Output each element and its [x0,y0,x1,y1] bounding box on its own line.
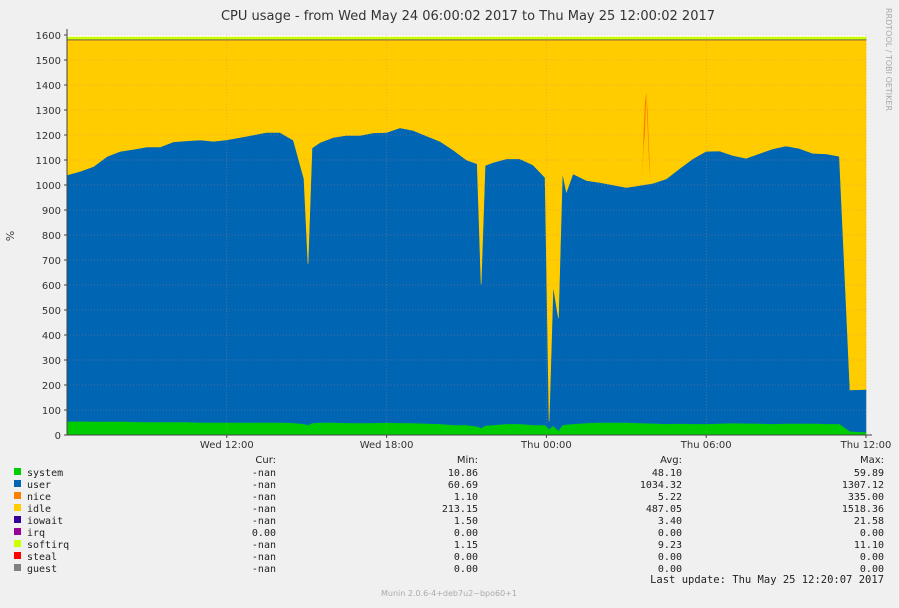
last-update-text: Last update: Thu May 25 12:20:07 2017 [650,574,884,586]
legend-max-nice: 335.00 [848,492,884,503]
legend-name-guest: guest [27,564,57,575]
legend-max-iowait: 21.58 [854,516,884,527]
legend-name-iowait: iowait [27,516,63,527]
legend-swatch-guest [14,564,21,571]
legend-max-softirq: 11.10 [854,540,884,551]
y-tick-label: 1200 [36,131,61,142]
area-nice-spike [642,92,651,180]
legend-swatch-system [14,468,21,475]
chart-title: CPU usage - from Wed May 24 06:00:02 201… [221,9,715,24]
legend-min-irq: 0.00 [454,528,478,539]
legend-min-steal: 0.00 [454,552,478,563]
y-tick-label: 300 [42,356,61,367]
x-tick-label: Thu 00:00 [520,440,572,451]
legend-table: Cur: Min: Avg: Max: system -nan 10.86 48.10 59.8… [14,455,884,575]
grid-lines [67,34,867,435]
x-tick-label: Thu 06:00 [680,440,732,451]
legend-name-irq: irq [27,528,45,539]
legend-max-user: 1307.12 [842,480,884,491]
y-tick-label: 1100 [36,156,61,167]
legend-cur-user: -nan [252,480,276,491]
legend-name-system: system [27,468,63,479]
legend-min-system: 10.86 [448,468,478,479]
y-tick-label: 600 [42,281,61,292]
y-tick-label: 800 [42,231,61,242]
legend-max-steal: 0.00 [860,552,884,563]
legend-header-avg: Avg: [660,455,682,466]
legend-name-steal: steal [27,552,57,563]
legend-avg-iowait: 3.40 [658,516,682,527]
legend-cur-guest: -nan [252,564,276,575]
legend-max-guest: 0.00 [860,564,884,575]
legend-name-user: user [27,480,51,491]
y-tick-label: 1400 [36,81,61,92]
rrdtool-watermark: RRDTOOL / TOBI OETIKER [884,8,893,111]
legend-name-softirq: softirq [27,540,69,551]
x-tick-label: Thu 12:00 [840,440,892,451]
area-user [66,127,867,433]
legend-max-idle: 1518.36 [842,504,884,515]
legend-avg-system: 48.10 [652,468,682,479]
legend-max-system: 59.89 [854,468,884,479]
legend-min-nice: 1.10 [454,492,478,503]
legend-max-irq: 0.00 [860,528,884,539]
y-tick-label: 1600 [36,31,61,42]
legend-avg-softirq: 9.23 [658,540,682,551]
y-tick-label: 100 [42,406,61,417]
legend-name-nice: nice [27,492,51,503]
legend-avg-idle: 487.05 [646,504,682,515]
legend-min-idle: 213.15 [442,504,478,515]
y-tick-label: 200 [42,381,61,392]
legend-avg-user: 1034.32 [640,480,682,491]
y-axis: 0 100 200 300 400 500 600 700 800 900 1000 1100 1200… [36,29,68,442]
x-axis: Wed 12:00 Wed 18:00 Thu 00:00 Thu 06:00 Thu … [67,434,892,451]
legend-avg-guest: 0.00 [658,564,682,575]
x-tick-label: Wed 12:00 [200,440,254,451]
legend-cur-irq: 0.00 [252,528,276,539]
legend-header-min: Min: [457,455,478,466]
y-tick-label: 700 [42,256,61,267]
y-tick-label: 1300 [36,106,61,117]
area-softirq [66,36,867,40]
legend-min-iowait: 1.50 [454,516,478,527]
munin-version-text: Munin 2.0.6-4+deb7u2~bpo60+1 [381,589,517,598]
y-tick-label: 900 [42,206,61,217]
y-tick-label: 1000 [36,181,61,192]
x-tick-label: Wed 18:00 [360,440,414,451]
legend-cur-nice: -nan [252,492,276,503]
y-axis-label: % [4,231,17,241]
y-tick-label: 0 [55,431,61,442]
legend-cur-iowait: -nan [252,516,276,527]
legend-cur-system: -nan [252,468,276,479]
legend-swatch-steal [14,552,21,559]
legend-swatch-user [14,480,21,487]
y-tick-label: 1500 [36,56,61,67]
legend-header-cur: Cur: [255,455,276,466]
legend-header-max: Max: [860,455,884,466]
legend-cur-softirq: -nan [252,540,276,551]
legend-swatch-nice [14,492,21,499]
stacked-areas [66,35,867,436]
legend-avg-steal: 0.00 [658,552,682,563]
legend-swatch-idle [14,504,21,511]
legend-min-softirq: 1.15 [454,540,478,551]
legend-cur-steal: -nan [252,552,276,563]
legend-avg-irq: 0.00 [658,528,682,539]
legend-swatch-irq [14,528,21,535]
legend-min-guest: 0.00 [454,564,478,575]
legend-avg-nice: 5.22 [658,492,682,503]
y-tick-label: 400 [42,331,61,342]
legend-name-idle: idle [27,504,51,515]
legend-swatch-iowait [14,516,21,523]
y-tick-label: 500 [42,306,61,317]
legend-cur-idle: -nan [252,504,276,515]
legend-swatch-softirq [14,540,21,547]
legend-min-user: 60.69 [448,480,478,491]
